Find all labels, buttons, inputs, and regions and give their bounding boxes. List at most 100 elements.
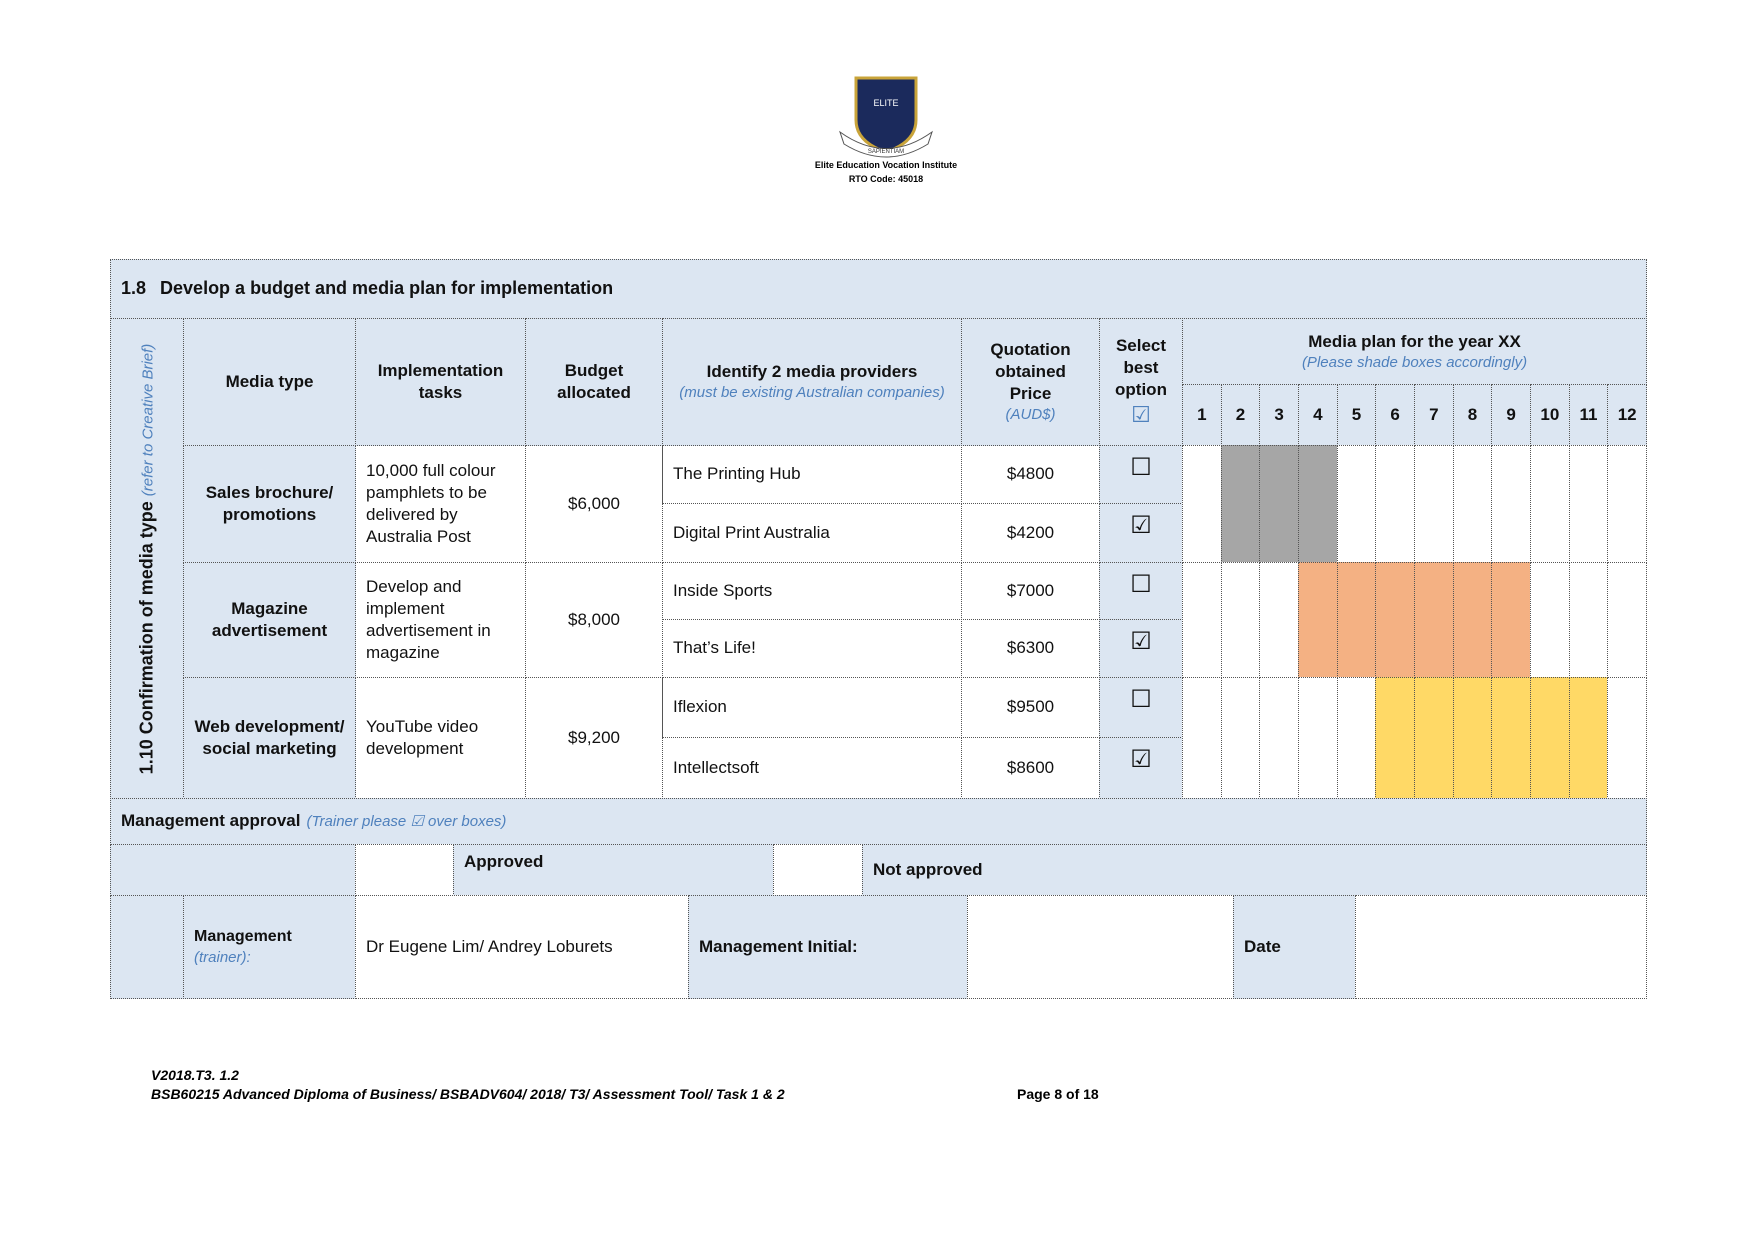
cell-text: 1.10 Confirmation of media type: [136, 501, 157, 775]
month-cell: [1375, 562, 1415, 678]
task: Develop and implement advertisement in m…: [355, 562, 526, 678]
price: $7000: [961, 562, 1100, 620]
approval-row: Management approval (Trainer please ☑ ove…: [110, 798, 1647, 845]
price: $4200: [961, 503, 1100, 563]
cell-text: $6,000: [568, 493, 620, 513]
month-header: 5: [1336, 384, 1377, 446]
cell-text: Not approved: [873, 859, 983, 879]
media-type: Magazine advertisement: [183, 562, 356, 678]
month-cell: [1452, 445, 1493, 563]
month-header: 11: [1568, 384, 1609, 446]
select-box: ☑: [1099, 503, 1183, 563]
cell-text: 9: [1506, 404, 1516, 424]
cell-text: ☑: [1130, 746, 1152, 773]
cell-text: (trainer):: [194, 948, 251, 966]
month-cell: [1568, 677, 1609, 799]
cell-text: 6: [1390, 404, 1400, 424]
month-cell: [1182, 677, 1222, 799]
month-cell: [1452, 677, 1493, 799]
initial-box: [967, 895, 1234, 999]
month-header: 7: [1414, 384, 1454, 446]
month-cell: [1298, 445, 1338, 563]
cell-text: YouTube video development: [366, 716, 479, 758]
cell-text: $4800: [1006, 464, 1055, 484]
month-cell: [1607, 445, 1647, 563]
price: $8600: [961, 737, 1100, 799]
month-header: 8: [1452, 384, 1493, 446]
cell-text: 10,000 full colour pamphlets to be deliv…: [366, 460, 496, 547]
course: BSB60215 Advanced Diploma of Business/ B…: [151, 1086, 785, 1102]
month-cell: [1259, 445, 1299, 563]
month-cell: [1298, 562, 1338, 678]
month-cell: [1182, 445, 1222, 563]
logo-motto: SAPIENTIAM: [868, 149, 904, 155]
cell-text: Sales brochure/ promotions: [205, 482, 334, 524]
provider: Inside Sports: [662, 562, 962, 620]
budget: $9,200: [525, 677, 663, 799]
cell-text: (must be existing Australian companies): [679, 384, 945, 402]
provider: The Printing Hub: [662, 445, 962, 504]
cell-text: Magazine advertisement: [211, 598, 328, 640]
cell-text: Media type: [225, 371, 314, 391]
approved-box: [355, 844, 454, 896]
month-header: 9: [1491, 384, 1531, 446]
month-cell: [1414, 562, 1454, 678]
cell-text: Management: [194, 927, 292, 945]
month-cell: [1607, 677, 1647, 799]
side-label: 1.10 Confirmation of media type (refer t…: [110, 318, 184, 799]
initial-label: Management Initial:: [688, 895, 968, 999]
cell-text: $8600: [1006, 757, 1055, 777]
cell-text: (AUD$): [1005, 406, 1056, 424]
cell-text: $8,000: [568, 609, 620, 629]
version: V2018.T3. 1.2: [151, 1067, 239, 1083]
names: Dr Eugene Lim/ Andrey Loburets: [355, 895, 689, 999]
cell-text: $9500: [1006, 697, 1055, 717]
header-providers: Identify 2 media providers (must be exist…: [662, 318, 962, 446]
cell-text: 7: [1429, 404, 1439, 424]
cell-text: That’s Life!: [673, 638, 756, 658]
logo: ELITE SAPIENTIAM: [839, 76, 933, 158]
cell-text: 5: [1351, 404, 1362, 424]
cell-text: 1: [1197, 404, 1207, 424]
cell-text: ☑: [1130, 512, 1152, 539]
cell-text: The Printing Hub: [673, 464, 801, 484]
provider: Iflexion: [662, 677, 962, 738]
cell-text: Dr Eugene Lim/ Andrey Loburets: [366, 936, 613, 956]
budget: $8,000: [525, 562, 663, 678]
budget: $6,000: [525, 445, 663, 563]
approved: Approved: [453, 844, 774, 896]
cell-text: Inside Sports: [673, 580, 773, 600]
month-cell: [1259, 562, 1299, 678]
month-cell: [1259, 677, 1299, 799]
month-cell: [1220, 562, 1261, 678]
month-cell: [1336, 445, 1377, 563]
cell-text: Web development/ social marketing: [194, 716, 345, 758]
month-cell: [1375, 445, 1415, 563]
month-cell: [1530, 445, 1570, 563]
section-text: Develop a budget and media plan for impl…: [160, 278, 614, 299]
month-cell: [1491, 562, 1531, 678]
cell-text: 8: [1467, 404, 1478, 424]
month-cell: [1220, 445, 1261, 563]
cell-text: 10: [1540, 404, 1560, 424]
task: YouTube video development: [355, 677, 526, 799]
header-budget: Budget allocated: [525, 318, 663, 446]
date-label: Date: [1233, 895, 1356, 999]
date-box: [1355, 895, 1647, 999]
cell-text: Intellectsoft: [673, 757, 759, 777]
approval-note: (Trainer please ☑ over boxes): [306, 812, 507, 830]
month-cell: [1491, 677, 1531, 799]
month-header: 3: [1259, 384, 1299, 446]
header-media-type: Media type: [183, 318, 356, 446]
provider: That’s Life!: [662, 619, 962, 678]
header-select: Select best option ☑: [1099, 318, 1183, 446]
not-approved: Not approved: [862, 844, 1647, 896]
month-cell: [1182, 562, 1222, 678]
month-header: 1: [1182, 384, 1222, 446]
blank: [110, 844, 356, 896]
cell-text: ☐: [1130, 571, 1152, 598]
month-cell: [1375, 677, 1415, 799]
select-box: ☐: [1099, 677, 1183, 738]
cell-text: ☐: [1130, 686, 1152, 713]
